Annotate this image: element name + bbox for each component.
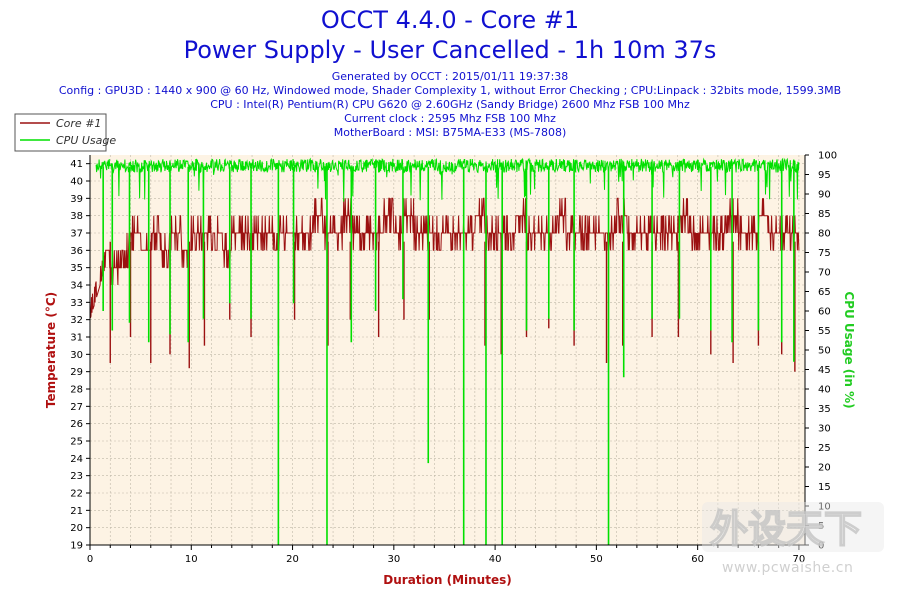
y-right-tick-label: 5: [818, 521, 824, 532]
chart-title: OCCT 4.4.0 - Core #1: [320, 6, 580, 34]
y-left-tick-label: 41: [70, 159, 83, 170]
x-tick-label: 30: [387, 554, 400, 565]
legend-core-label: Core #1: [56, 117, 101, 130]
watermark-url: www.pcwaishe.cn: [722, 560, 854, 576]
clock-line: Current clock : 2595 Mhz FSB 100 Mhz: [344, 112, 556, 125]
y-left-tick-label: 22: [70, 489, 83, 500]
y-right-tick-label: 95: [818, 170, 831, 181]
y-right-tick-label: 0: [818, 541, 824, 552]
plot-area: [90, 155, 805, 545]
generated-line: Generated by OCCT : 2015/01/11 19:37:38: [331, 70, 569, 83]
temperature-line: [89, 197, 800, 319]
y-right-tick-label: 45: [818, 365, 831, 376]
y-left-tick-label: 32: [70, 315, 83, 326]
y-left-tick-label: 23: [70, 471, 83, 482]
x-axis-label: Duration (Minutes): [383, 573, 511, 587]
y-left-tick-label: 40: [70, 177, 83, 188]
y-left-tick-label: 36: [70, 246, 83, 257]
y-left-tick-label: 24: [70, 454, 83, 465]
y-right-tick-label: 90: [818, 190, 831, 201]
y-left-tick-label: 35: [70, 263, 83, 274]
config-line: Config : GPU3D : 1440 x 900 @ 60 Hz, Win…: [58, 84, 842, 97]
y-right-tick-label: 15: [818, 482, 831, 493]
x-tick-label: 10: [185, 554, 198, 565]
svg-text:外设天下: 外设天下: [710, 507, 862, 551]
y-left-tick-label: 20: [70, 523, 83, 534]
y-right-tick-label: 100: [818, 151, 837, 162]
y-right-tick-label: 85: [818, 209, 831, 220]
y-right-tick-label: 35: [818, 404, 831, 415]
y-left-tick-label: 31: [70, 333, 83, 344]
y-left-tick-label: 34: [70, 281, 83, 292]
y-right-tick-label: 75: [818, 248, 831, 259]
legend: Core #1 CPU Usage: [14, 113, 116, 152]
x-tick-label: 20: [286, 554, 299, 565]
x-tick-label: 40: [489, 554, 502, 565]
y-left-tick-label: 28: [70, 385, 83, 396]
chart-subtitle: Power Supply - User Cancelled - 1h 10m 3…: [183, 36, 717, 64]
y-right-tick-label: 50: [818, 346, 831, 357]
y-left-tick-label: 37: [70, 229, 83, 240]
tick-labels: 19 20 21 22 23 24 25 26 27 28 29 30 31 32 33 34 35 36 37 38…: [70, 151, 837, 566]
watermark-logo-icon: 外设天下: [702, 502, 884, 552]
y-axis-left-label: Temperature (°C): [44, 292, 58, 408]
y-left-tick-label: 27: [70, 402, 83, 413]
y-right-tick-label: 70: [818, 268, 831, 279]
y-left-tick-label: 33: [70, 298, 83, 309]
y-right-tick-label: 65: [818, 287, 831, 298]
y-left-tick-label: 30: [70, 350, 83, 361]
x-tick-label: 0: [87, 554, 93, 565]
cpu-usage-line: [95, 157, 800, 202]
y-left-tick-label: 19: [70, 541, 83, 552]
y-right-tick-label: 25: [818, 443, 831, 454]
y-left-tick-label: 25: [70, 437, 83, 448]
y-left-tick-label: 39: [70, 194, 83, 205]
y-left-tick-label: 29: [70, 367, 83, 378]
motherboard-line: MotherBoard : MSI: B75MA-E33 (MS-7808): [333, 126, 567, 139]
y-left-tick-label: 21: [70, 506, 83, 517]
y-right-tick-label: 60: [818, 307, 831, 318]
x-tick-label: 60: [691, 554, 704, 565]
y-axis-right-label: CPU Usage (in %): [842, 291, 856, 408]
x-tick-label: 70: [793, 554, 806, 565]
y-left-tick-label: 26: [70, 419, 83, 430]
y-left-tick-label: 38: [70, 211, 83, 222]
y-right-tick-label: 55: [818, 326, 831, 337]
cpu-usage-series: [95, 157, 800, 545]
y-right-tick-label: 10: [818, 502, 831, 513]
y-right-tick-label: 30: [818, 424, 831, 435]
cpu-line: CPU : Intel(R) Pentium(R) CPU G620 @ 2.6…: [210, 98, 690, 111]
y-right-tick-label: 80: [818, 229, 831, 240]
y-right-tick-label: 20: [818, 463, 831, 474]
x-tick-label: 50: [590, 554, 603, 565]
legend-cpu-label: CPU Usage: [56, 134, 116, 147]
y-right-tick-label: 40: [818, 385, 831, 396]
